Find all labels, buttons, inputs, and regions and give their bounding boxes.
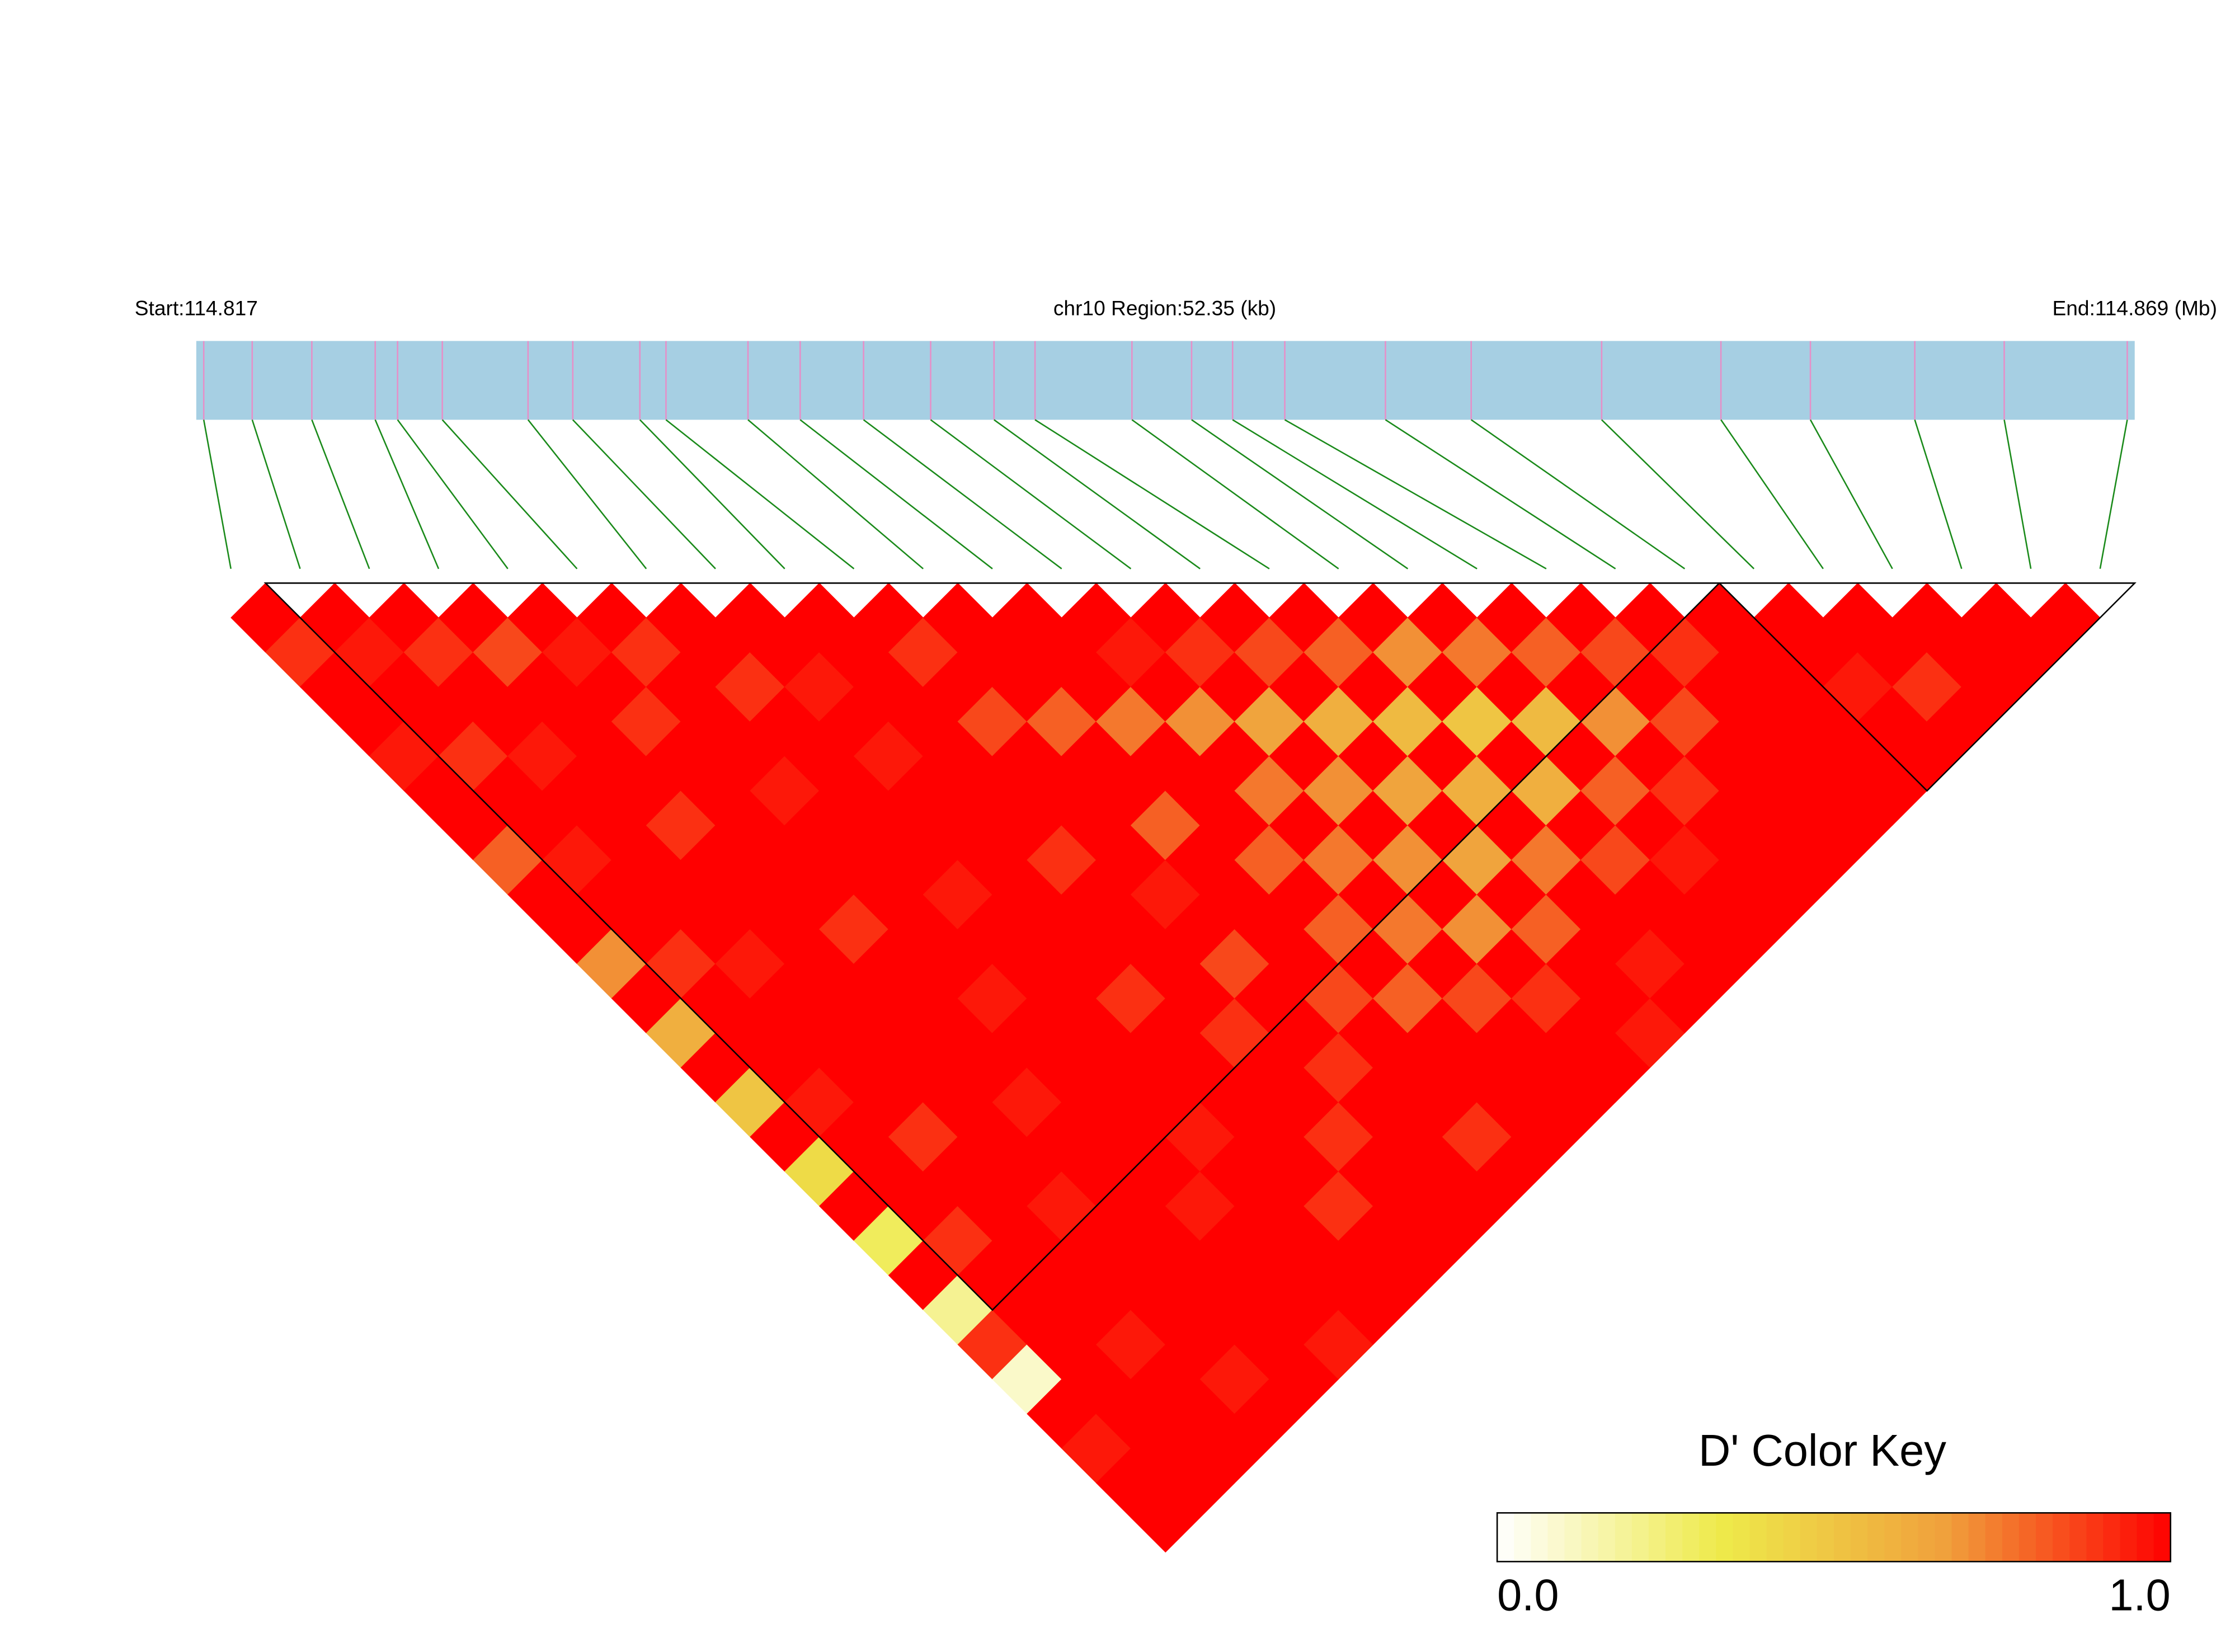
ld-block [1718,582,2137,792]
colorkey-band [1615,1513,1633,1562]
colorkey-band [2103,1513,2121,1562]
colorkey-band [1985,1513,2003,1562]
snp-connector [1034,419,1270,570]
colorkey-band [2086,1513,2104,1562]
colorkey-band [1547,1513,1565,1562]
snp-connector [1914,419,1963,570]
colorkey-band [1867,1513,1885,1562]
colorkey-band [1935,1513,1952,1562]
colorkey-band [1682,1513,1700,1562]
start-label: Start:114.817 [135,296,258,319]
colorkey-tick-label: 1.0 [2109,1570,2170,1620]
snp-connector [527,419,647,570]
colorkey-band [2120,1513,2138,1562]
colorkey-band [2137,1513,2154,1562]
colorkey-band [1716,1513,1734,1562]
snp-connector [994,419,1201,570]
colorkey-band [1817,1513,1835,1562]
snp-connector [2003,420,2032,569]
colorkey-band [1648,1513,1667,1562]
colorkey-band [1749,1513,1767,1562]
colorkey-band [1833,1513,1852,1562]
colorkey-band [1901,1513,1919,1562]
snp-connector [863,419,1062,570]
snp-connector [1385,419,1616,570]
snp-connector [2099,420,2128,569]
colorkey-band [1918,1513,1936,1562]
snp-connector [374,419,440,570]
colorkey-title: D' Color Key [1698,1425,1946,1475]
snp-connector [311,419,370,570]
region-label: chr10 Region:52.35 (kb) [1053,296,1276,319]
snp-connector [930,419,1132,570]
snp-connector [639,419,785,570]
snp-connector [397,419,509,570]
snp-track [196,341,2135,420]
snp-connector [1232,419,1478,570]
snp-connector [1191,419,1409,570]
end-label: End:114.869 (Mb) [2053,296,2217,319]
colorkey-band [1581,1513,1599,1562]
colorkey-band [1514,1513,1532,1562]
snp-connector [1601,419,1755,570]
colorkey-band [1699,1513,1717,1562]
colorkey-band [1564,1513,1582,1562]
colorkey-band [1951,1513,1969,1562]
snp-connector [665,419,855,570]
colorkey-band [1497,1513,1515,1562]
colorkey-band [2153,1513,2172,1562]
colorkey-band [1531,1513,1549,1562]
snp-connector [441,419,578,570]
colorkey-band [1783,1513,1801,1562]
colorkey-band [1968,1513,1987,1562]
colorkey-frame [1496,1512,2172,1562]
snp-connector [1809,419,1893,570]
colorkey-band [2002,1513,2020,1562]
colorkey-band [2069,1513,2087,1562]
colorkey-band [1851,1513,1869,1562]
colorkey-band [1733,1513,1751,1562]
snp-connector [1720,419,1824,570]
colorkey-band [2053,1513,2071,1562]
colorkey-band [1884,1513,1902,1562]
snp-connector [799,419,993,570]
colorkey-band [1598,1513,1616,1562]
snp-connector [1284,419,1547,570]
snp-connector [1470,419,1686,570]
snp-connector [747,419,924,570]
snp-connector [251,419,301,570]
ld-block [264,582,1721,1311]
colorkey-band [2036,1513,2054,1562]
snp-connector [203,420,232,569]
colorkey-band [1631,1513,1650,1562]
colorkey-band [1665,1513,1683,1562]
colorkey-band [1800,1513,1818,1562]
colorkey-band [2018,1513,2037,1562]
snp-connector [1131,419,1339,570]
snp-connector [572,419,716,570]
colorkey-band [1766,1513,1784,1562]
colorkey-tick-label: 0.0 [1497,1570,1559,1620]
